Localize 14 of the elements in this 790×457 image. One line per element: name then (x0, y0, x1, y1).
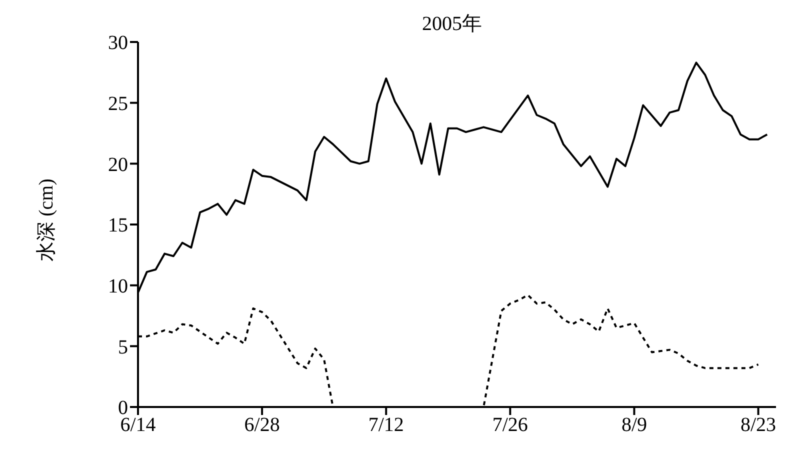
x-tick-label: 6/28 (244, 414, 280, 436)
chart-title: 2005年 (421, 12, 483, 37)
x-tick-label: 7/12 (368, 414, 404, 436)
y-tick-label: 25 (108, 92, 128, 115)
y-tick-label: 5 (118, 336, 128, 358)
x-tick-label: 8/9 (621, 414, 648, 436)
x-tick-label: 7/26 (492, 414, 528, 436)
y-tick-label: 20 (108, 154, 128, 176)
y-tick-label: 30 (108, 32, 128, 54)
x-tick-label: 8/23 (740, 414, 776, 436)
x-tick-label: 6/14 (120, 414, 156, 436)
y-axis-title: 水深 (cm) (34, 178, 58, 262)
y-tick-label: 10 (108, 275, 128, 298)
y-tick-label: 15 (108, 214, 128, 237)
